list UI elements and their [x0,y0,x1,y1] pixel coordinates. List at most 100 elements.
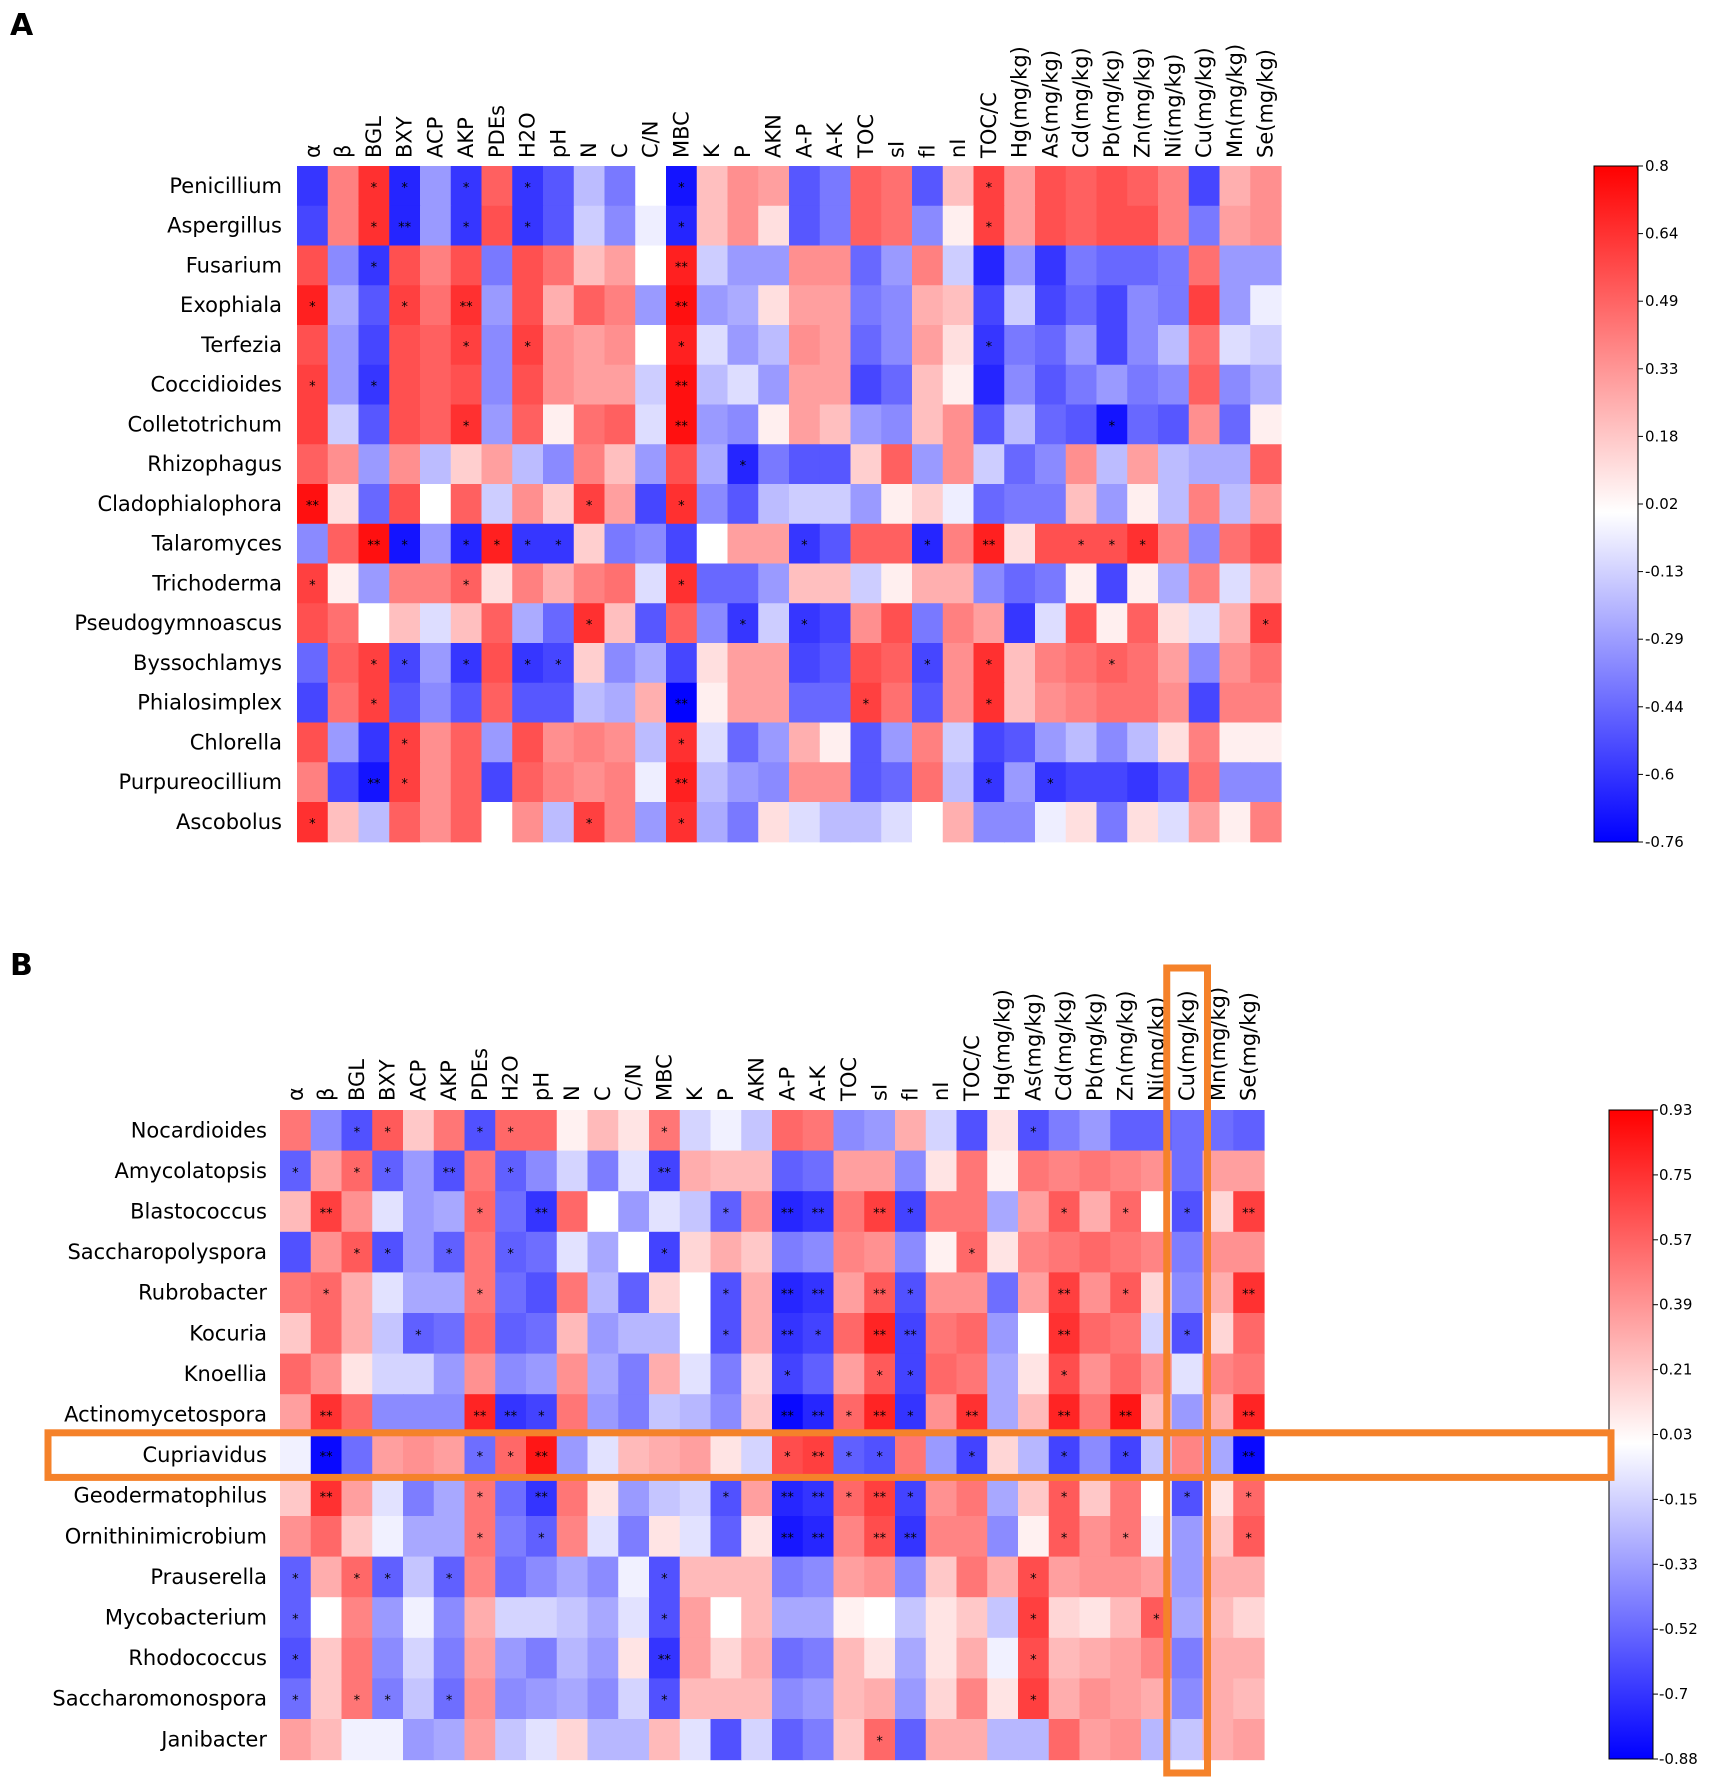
heatmap-cell [727,762,759,803]
heatmap-cell [973,563,1005,604]
heatmap-cell [819,682,852,724]
heatmap-cell [895,1719,927,1761]
heatmap-cell [1018,1353,1050,1395]
heatmap-cell [1110,1191,1142,1233]
heatmap-cell [710,1394,742,1436]
significance-mark: * [907,1491,914,1506]
heatmap-cell [1158,603,1190,644]
heatmap-cell [1158,285,1190,326]
heatmap-cell [618,1231,650,1273]
heatmap-cell [710,1272,742,1314]
heatmap-cell [556,1353,589,1395]
heatmap-cell [433,1394,466,1436]
significance-mark: * [740,618,747,633]
significance-mark: * [354,1125,361,1140]
heatmap-cell [297,285,329,326]
heatmap-cell [464,1231,496,1273]
heatmap-cell [618,1394,650,1436]
heatmap-cell [895,1678,927,1720]
heatmap-cell [464,1191,496,1233]
significance-mark: * [678,221,685,236]
heatmap-cell [512,802,544,843]
heatmap-cell [987,1516,1019,1558]
heatmap-cell [573,205,606,247]
heatmap-cell [635,722,667,763]
significance-mark: * [723,1491,730,1506]
panel-a-cells [297,166,1282,843]
heatmap-cell [420,404,452,445]
significance-mark: ** [781,1288,795,1303]
heatmap-cell [403,1272,435,1314]
heatmap-cell [327,166,360,207]
heatmap-cell [512,682,544,724]
heatmap-cell [649,1272,681,1314]
heatmap-cell [512,444,544,485]
heatmap-cell [420,563,452,604]
significance-mark: * [678,181,685,196]
heatmap-cell [327,722,360,763]
significance-mark: * [1245,1531,1252,1546]
significance-mark: * [1061,1450,1068,1465]
heatmap-cell [1110,1110,1142,1152]
heatmap-cell [372,1272,404,1314]
significance-mark: * [1122,1288,1129,1303]
heatmap-cell [420,603,452,644]
significance-mark: ** [873,1491,887,1506]
heatmap-cell [727,444,759,485]
column-label: nI [946,138,970,158]
heatmap-cell [679,1394,712,1436]
heatmap-cell [618,1678,650,1720]
heatmap-cell [1158,762,1190,803]
heatmap-cell [864,1719,896,1761]
heatmap-cell [833,1637,865,1679]
heatmap-cell [758,722,790,763]
heatmap-cell [649,1678,681,1720]
heatmap-cell [850,285,882,326]
heatmap-cell [526,1678,558,1720]
heatmap-cell [789,603,821,644]
heatmap-cell [1079,1434,1111,1476]
heatmap-cell [679,1719,712,1761]
heatmap-cell [727,484,759,525]
heatmap-cell [1035,603,1067,644]
heatmap-cell [341,1231,373,1273]
heatmap-cell [481,603,513,644]
heatmap-cell [912,643,944,684]
heatmap-cell [1004,444,1036,485]
heatmap-cell [942,802,975,843]
heatmap-cell [881,364,913,406]
heatmap-cell [433,1191,466,1233]
heatmap-cell [649,1313,681,1355]
heatmap-cell [802,1191,835,1233]
significance-mark: * [986,221,993,236]
column-label: TOC [837,1057,861,1102]
heatmap-cell [942,722,975,763]
heatmap-cell [666,364,698,406]
heatmap-cell [819,722,852,763]
heatmap-cell [727,404,759,445]
heatmap-cell [833,1475,865,1517]
heatmap-cell [635,285,667,326]
heatmap-cell [1219,722,1251,763]
heatmap-cell [912,205,944,247]
heatmap-cell [403,1516,435,1558]
heatmap-cell [881,205,913,247]
heatmap-cell [464,1434,496,1476]
heatmap-cell [573,325,606,366]
significance-mark: * [661,1247,668,1262]
heatmap-cell [881,802,913,843]
heatmap-cell [1035,762,1067,803]
heatmap-cell [543,484,575,525]
heatmap-cell [573,523,606,565]
heatmap-cell [789,444,821,485]
heatmap-cell [526,1556,558,1598]
significance-mark: * [354,1694,361,1709]
heatmap-cell [310,1678,343,1720]
column-label: A-K [806,1065,830,1101]
column-label: Se(mg/kg) [1237,992,1261,1101]
heatmap-cell [666,325,698,366]
heatmap-cell [1171,1516,1204,1558]
heatmap-cell [1065,325,1098,366]
significance-mark: * [1122,1450,1129,1465]
heatmap-cell [604,325,636,366]
